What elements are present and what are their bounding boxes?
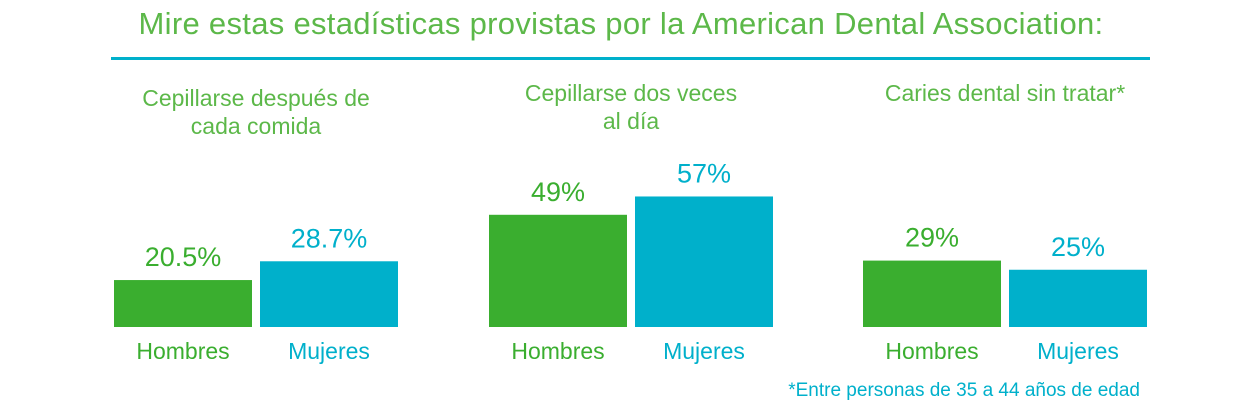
bar-hombres — [863, 260, 1001, 327]
page-title: Mire estas estadísticas provistas por la… — [138, 6, 1104, 41]
bar-mujeres — [635, 196, 773, 327]
chart-title-line: Cepillarse después de — [142, 85, 370, 111]
category-label: Hombres — [885, 338, 978, 364]
value-label: 49% — [531, 177, 585, 207]
bar-hombres — [114, 280, 252, 327]
category-label: Hombres — [511, 338, 604, 364]
value-label: 57% — [677, 158, 731, 188]
value-label: 29% — [905, 223, 959, 253]
chart-title-line: Cepillarse dos veces — [525, 80, 737, 106]
footnote: *Entre personas de 35 a 44 años de edad — [788, 380, 1140, 401]
chart-title-line: Caries dental sin tratar* — [885, 80, 1125, 106]
chart-title-line: cada comida — [191, 113, 322, 139]
bar-hombres — [489, 214, 627, 327]
title-divider — [111, 57, 1150, 60]
bar-mujeres — [1009, 269, 1147, 327]
chart-title-line: al día — [603, 108, 659, 134]
category-label: Mujeres — [663, 338, 745, 364]
chart-3: Caries dental sin tratar* 29% Hombres 25% Mu… — [863, 80, 1147, 364]
category-label: Mujeres — [288, 338, 370, 364]
category-label: Hombres — [136, 338, 229, 364]
bar-mujeres — [260, 261, 398, 327]
category-label: Mujeres — [1037, 338, 1119, 364]
value-label: 25% — [1051, 232, 1105, 262]
value-label: 20.5% — [145, 242, 222, 272]
value-label: 28.7% — [291, 223, 368, 253]
